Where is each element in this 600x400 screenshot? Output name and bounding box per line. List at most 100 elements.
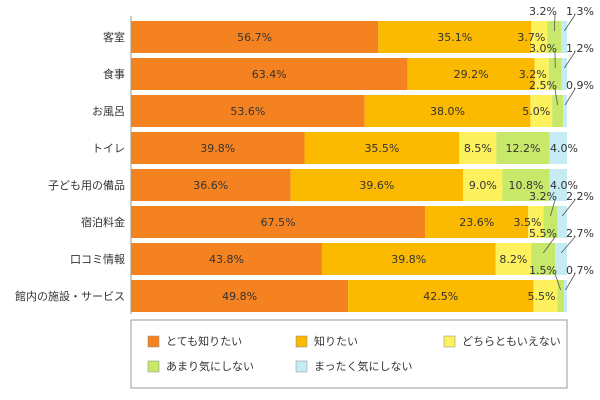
leader-line-0-4: [563, 14, 576, 32]
bar-segment-7-1: [348, 280, 534, 312]
data-label-5-1: 23.6%: [459, 216, 494, 229]
data-label-0-1: 35.1%: [437, 31, 472, 44]
category-label-7: 館内の施設・サービス: [15, 289, 125, 303]
data-label-2-4: 0.9%: [566, 79, 594, 92]
category-label-2: お風呂: [92, 105, 125, 118]
data-label-7-2: 5.5%: [527, 290, 555, 303]
data-label-3-3: 12.2%: [505, 142, 540, 155]
bar-segment-3-4: [549, 132, 567, 164]
category-label-1: 食事: [103, 67, 125, 81]
leader-line-7-3: [554, 273, 562, 291]
data-label-7-4: 0.7%: [566, 264, 594, 277]
bar-segment-3-2: [459, 132, 497, 164]
legend-box: [130, 319, 568, 389]
bar-segment-4-2: [463, 169, 503, 201]
data-label-0-0: 56.7%: [237, 31, 272, 44]
data-label-4-0: 36.6%: [193, 179, 228, 192]
data-label-6-2: 8.2%: [499, 253, 527, 266]
bar-segment-3-0: [131, 132, 305, 164]
data-label-4-1: 39.6%: [359, 179, 394, 192]
data-label-1-2: 3.2%: [519, 68, 547, 81]
leader-line-6-3: [542, 236, 556, 254]
legend-swatch-1: [295, 335, 308, 348]
bar-segment-0-3: [547, 21, 562, 53]
bar-segment-1-0: [131, 58, 408, 90]
legend-label-0: とても知りたい: [166, 334, 242, 348]
bar-segment-1-3: [548, 58, 562, 90]
legend-label-4: まったく気にしない: [314, 359, 413, 373]
data-label-0-2: 3.7%: [517, 31, 545, 44]
bar-segment-4-1: [290, 169, 464, 201]
bar-segment-0-1: [378, 21, 532, 53]
legend-swatch-4: [295, 360, 308, 373]
data-label-5-0: 67.5%: [261, 216, 296, 229]
leader-line-1-4: [564, 51, 576, 69]
data-label-4-2: 9.0%: [469, 179, 497, 192]
leader-line-0-3: [553, 14, 556, 32]
leader-line-6-4: [560, 236, 576, 254]
bar-segment-5-4: [557, 206, 567, 238]
data-label-2-1: 38.0%: [430, 105, 465, 118]
bar-segment-2-1: [364, 95, 531, 127]
bar-segment-2-2: [530, 95, 553, 127]
legend-label-3: あまり気にしない: [166, 359, 254, 373]
category-label-3: トイレ: [92, 142, 125, 155]
bar-segment-6-3: [531, 243, 556, 275]
bar-segment-0-4: [561, 21, 567, 53]
bar-segment-1-1: [407, 58, 535, 90]
bar-segment-5-0: [131, 206, 426, 238]
bar-segment-6-1: [321, 243, 496, 275]
data-label-3-4: 4.0%: [550, 142, 578, 155]
legend-label-2: どちらともいえない: [462, 335, 561, 348]
data-label-0-4: 1.3%: [566, 5, 594, 18]
data-label-6-3: 5.5%: [529, 227, 557, 240]
data-label-3-0: 39.8%: [200, 142, 235, 155]
bar-segment-6-0: [131, 243, 322, 275]
bar-segment-2-4: [563, 95, 567, 127]
leader-line-2-4: [564, 88, 576, 106]
data-label-7-1: 42.5%: [423, 290, 458, 303]
data-label-5-2: 3.5%: [514, 216, 542, 229]
bar-segment-5-3: [543, 206, 558, 238]
data-label-1-3: 3.0%: [529, 42, 557, 55]
bar-segment-4-3: [502, 169, 550, 201]
data-label-6-0: 43.8%: [209, 253, 244, 266]
data-label-6-1: 39.8%: [391, 253, 426, 266]
legend-swatch-2: [443, 335, 456, 348]
data-label-1-0: 63.4%: [252, 68, 287, 81]
data-label-7-3: 1.5%: [529, 264, 557, 277]
data-label-7-0: 49.8%: [222, 290, 257, 303]
data-label-1-1: 29.2%: [454, 68, 489, 81]
bar-segment-7-4: [563, 280, 567, 312]
data-label-5-4: 2.2%: [566, 190, 594, 203]
data-label-1-4: 1.2%: [566, 42, 594, 55]
data-label-2-2: 5.0%: [522, 105, 550, 118]
bar-segment-3-3: [496, 132, 550, 164]
category-label-5: 宿泊料金: [81, 215, 125, 229]
category-label-4: 子ども用の備品: [48, 179, 125, 192]
leader-line-5-4: [561, 199, 576, 217]
bar-segment-0-0: [131, 21, 379, 53]
bar-segment-6-4: [555, 243, 567, 275]
leader-line-7-4: [565, 273, 576, 291]
data-label-3-2: 8.5%: [464, 142, 492, 155]
bar-segment-1-4: [561, 58, 567, 90]
data-label-2-3: 2.5%: [529, 79, 557, 92]
bar-segment-5-2: [528, 206, 544, 238]
bar-segment-5-1: [425, 206, 529, 238]
legend-swatch-3: [147, 360, 160, 373]
category-label-0: 客室: [103, 30, 125, 44]
data-label-0-3: 3.2%: [529, 5, 557, 18]
bar-segment-2-0: [131, 95, 365, 127]
data-label-6-4: 2.7%: [566, 227, 594, 240]
category-label-6: 口コミ情報: [70, 253, 125, 266]
bar-segment-3-1: [304, 132, 460, 164]
bar-segment-0-2: [531, 21, 548, 53]
bar-segment-7-2: [533, 280, 558, 312]
data-label-3-1: 35.5%: [364, 142, 399, 155]
bar-segment-4-0: [131, 169, 291, 201]
legend-label-1: 知りたい: [314, 334, 358, 348]
data-label-4-3: 10.8%: [509, 179, 544, 192]
data-label-5-3: 3.2%: [529, 190, 557, 203]
